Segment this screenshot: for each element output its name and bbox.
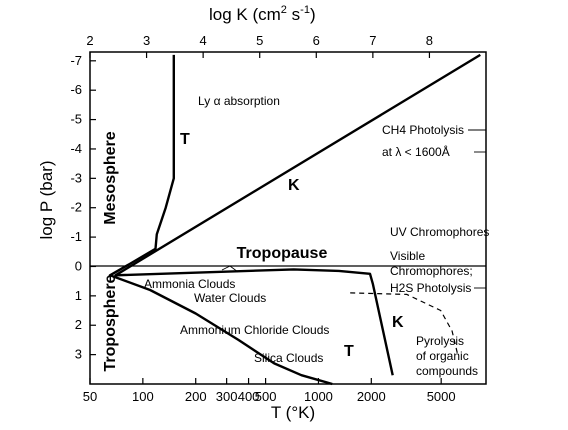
series-label-k-upper: K (288, 177, 300, 194)
bottom-tick-label: 400 (238, 389, 260, 404)
top-tick-label: 2 (86, 33, 93, 48)
bottom-tick-label: 100 (132, 389, 154, 404)
bottom-tick-label: 200 (185, 389, 207, 404)
left-tick-label: 3 (75, 347, 82, 362)
left-tick-label: 0 (75, 258, 82, 273)
bottom-tick-label: 300 (216, 389, 238, 404)
pyrolysis-label-3: compounds (416, 364, 478, 378)
chromophores-label: Chromophores; (390, 264, 473, 278)
ly-alpha-label: Ly α absorption (198, 94, 280, 108)
ch4-label-1: CH4 Photolysis (382, 123, 464, 137)
top-axis-label: log K (cm2 s-1) (209, 4, 316, 24)
series-line-pyrolysis-dashed (350, 292, 459, 355)
bottom-tick-label: 500 (255, 389, 277, 404)
ammonia-clouds-label: Ammonia Clouds (144, 277, 235, 291)
ammonium-chloride-clouds-label: Ammonium Chloride Clouds (180, 323, 329, 337)
left-axis-ticks: -7 -6 -5 -4 -3 -2 -1 0 1 2 3 (70, 53, 96, 362)
ammonia-arrow (221, 265, 239, 273)
top-tick-label: 4 (200, 33, 207, 48)
series-label-t-upper: T (180, 131, 190, 148)
top-tick-label: 7 (369, 33, 376, 48)
top-tick-label: 6 (313, 33, 320, 48)
left-tick-label: 1 (75, 288, 82, 303)
silica-clouds-label: Silica Clouds (254, 351, 323, 365)
mesosphere-label: Mesosphere (102, 131, 119, 224)
top-tick-label: 3 (143, 33, 150, 48)
left-tick-label: 2 (75, 317, 82, 332)
top-tick-label: 8 (426, 33, 433, 48)
left-tick-label: -5 (70, 112, 82, 127)
bottom-tick-label: 1000 (304, 389, 333, 404)
tropopause-label: Tropopause (237, 245, 328, 262)
series-label-k-lower: K (392, 314, 404, 331)
bottom-tick-label: 5000 (427, 389, 456, 404)
top-tick-label: 5 (256, 33, 263, 48)
left-tick-label: -3 (70, 170, 82, 185)
left-tick-label: -1 (70, 229, 82, 244)
left-axis-label: log P (bar) (37, 160, 56, 239)
pyrolysis-label-2: of organic (416, 349, 469, 363)
visible-label: Visible (390, 249, 425, 263)
uv-chromophores-label: UV Chromophores (390, 225, 489, 239)
troposphere-label: Troposphere (102, 274, 119, 371)
left-tick-label: -7 (70, 53, 82, 68)
left-tick-label: -4 (70, 141, 82, 156)
bottom-tick-label: 50 (83, 389, 97, 404)
bottom-tick-label: 2000 (357, 389, 386, 404)
ch4-label-2: at λ < 1600Å (382, 144, 450, 159)
left-tick-label: -6 (70, 82, 82, 97)
series-line-temperature (108, 54, 333, 386)
pyrolysis-label-1: Pyrolysis (416, 334, 464, 348)
series-label-t-lower: T (344, 343, 354, 360)
water-clouds-label: Water Clouds (194, 291, 266, 305)
series-lines (108, 53, 481, 386)
h2s-photolysis-label: H2S Photolysis (390, 281, 471, 295)
bottom-axis-label: T (°K) (271, 403, 315, 422)
plot-frame (89, 51, 487, 385)
left-tick-label: -2 (70, 200, 82, 215)
top-axis-ticks: 2 3 4 5 6 7 8 (86, 33, 433, 58)
series-line-eddy-diffusion (114, 53, 481, 376)
